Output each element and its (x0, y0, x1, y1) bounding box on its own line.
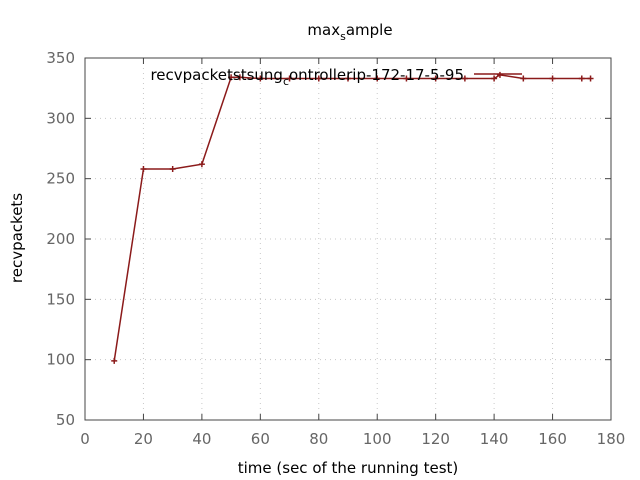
data-point (374, 75, 381, 82)
series-line (113, 74, 591, 361)
chart-title-subscript: s (340, 30, 346, 43)
data-point (491, 75, 498, 82)
data-point (257, 75, 264, 82)
data-point (315, 75, 322, 82)
axes (84, 57, 612, 421)
x-tick-label: 60 (251, 430, 270, 448)
y-tick-label: 350 (46, 49, 75, 67)
x-tick-label: 120 (421, 430, 450, 448)
x-tick-label: 20 (134, 430, 153, 448)
y-tick-label: 100 (46, 351, 75, 369)
data-point (345, 75, 351, 82)
x-tick-label: 180 (597, 430, 626, 448)
data-point (286, 75, 293, 82)
data-point (587, 75, 594, 82)
series-layer (111, 71, 594, 364)
data-point (111, 357, 118, 364)
legend-label: recvpacketstsungcontrollerip-172-17-5-95 (150, 66, 464, 88)
x-tick-label: 0 (80, 430, 90, 448)
legend-label-subscript: c (283, 75, 289, 88)
x-tick-label: 160 (538, 430, 567, 448)
data-point (236, 74, 243, 81)
data-point (496, 71, 503, 78)
data-point (549, 75, 556, 82)
y-tick-label: 300 (46, 109, 75, 127)
data-point (578, 75, 585, 82)
y-tick-label: 250 (46, 170, 75, 188)
y-tick-label: 150 (46, 290, 75, 308)
grid (85, 58, 611, 420)
data-point (169, 166, 176, 173)
y-tick-label: 200 (46, 230, 75, 248)
chart-title: maxsample (307, 21, 392, 43)
y-tick-label: 50 (56, 411, 75, 429)
x-ticks: 0 20 40 60 80 100 120 140 160 180 (80, 58, 625, 448)
data-point (403, 75, 410, 82)
y-axis-label: recvpackets (8, 193, 26, 283)
plot-border (84, 57, 612, 421)
x-axis-label: time (sec of the running test) (238, 459, 459, 477)
data-point (228, 74, 235, 81)
data-point (520, 75, 527, 82)
data-point (198, 161, 205, 168)
x-tick-label: 100 (363, 430, 392, 448)
x-tick-label: 80 (309, 430, 328, 448)
x-tick-label: 40 (192, 430, 211, 448)
y-ticks: 50 100 150 200 250 300 350 (46, 49, 611, 429)
data-point (140, 166, 147, 173)
data-point (432, 75, 439, 82)
data-point (461, 75, 468, 82)
x-tick-label: 140 (480, 430, 509, 448)
